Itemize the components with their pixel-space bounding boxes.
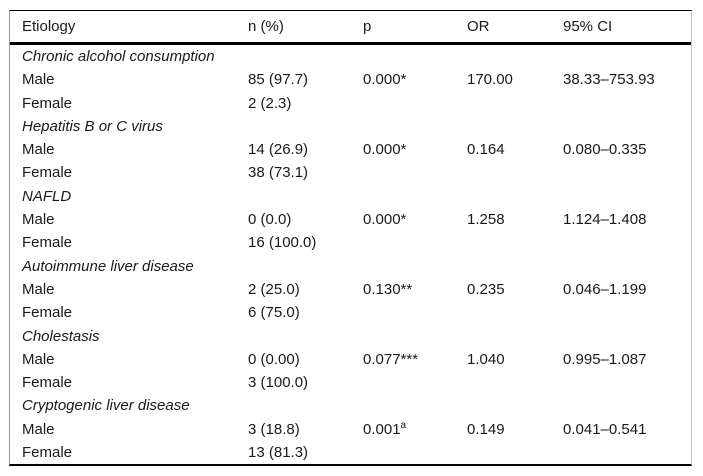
etiology-group-row: Cryptogenic liver disease <box>10 394 691 417</box>
n-percent-cell: 38 (73.1) <box>248 164 309 182</box>
sex-label-cell: Male <box>22 420 55 438</box>
n-percent-cell: 0 (0.0) <box>248 211 292 229</box>
sex-label-cell: Female <box>22 234 73 252</box>
header-row: Etiology n (%) p OR 95% CI <box>10 11 691 45</box>
n-percent-cell: 0 (0.00) <box>248 350 300 368</box>
etiology-group-row: Hepatitis B or C virus <box>10 115 691 138</box>
data-row: Female 16 (100.0) <box>10 231 691 254</box>
data-row: Female 2 (2.3) <box>10 92 691 115</box>
ci-cell <box>551 92 691 115</box>
data-row: Female 6 (75.0) <box>10 301 691 324</box>
n-percent-cell: 85 (97.7) <box>248 71 309 89</box>
etiology-group-label: Chronic alcohol consumption <box>22 48 215 65</box>
ci-cell: 0.041–0.541 <box>563 420 647 438</box>
etiology-group-label: NAFLD <box>22 187 72 205</box>
or-cell <box>455 441 551 464</box>
p-value-cell <box>351 161 455 184</box>
or-cell <box>455 161 551 184</box>
data-row: Male 3 (18.8) 0.001a 0.149 0.041–0.541 <box>10 418 691 441</box>
sex-label-cell: Male <box>22 280 55 298</box>
etiology-group-row: NAFLD <box>10 185 691 208</box>
p-value-cell: 0.000* <box>363 211 407 229</box>
p-value-cell: 0.000* <box>363 71 407 89</box>
n-percent-cell: 13 (81.3) <box>248 444 309 462</box>
ci-cell: 0.995–1.087 <box>563 350 647 368</box>
n-percent-cell: 3 (18.8) <box>248 420 300 438</box>
p-value-cell: 0.001a <box>363 419 407 438</box>
etiology-group-row: Cholestasis <box>10 325 691 348</box>
or-cell <box>455 371 551 394</box>
etiology-group-row: Autoimmune liver disease <box>10 255 691 278</box>
or-cell <box>455 92 551 115</box>
data-row: Male 85 (97.7) 0.000* 170.00 38.33–753.93 <box>10 68 691 91</box>
n-percent-cell: 6 (75.0) <box>248 304 300 322</box>
p-value-cell: 0.077*** <box>363 350 419 368</box>
sex-label-cell: Male <box>22 350 55 368</box>
or-cell: 0.235 <box>467 280 505 298</box>
ci-cell <box>551 371 691 394</box>
ci-cell <box>551 301 691 324</box>
sex-label-cell: Female <box>22 94 73 112</box>
data-row: Female 13 (81.3) <box>10 441 691 464</box>
col-header-or: OR <box>455 11 551 45</box>
ci-cell: 38.33–753.93 <box>563 71 655 89</box>
data-row: Female 3 (100.0) <box>10 371 691 394</box>
ci-cell <box>551 441 691 464</box>
data-row: Male 0 (0.0) 0.000* 1.258 1.124–1.408 <box>10 208 691 231</box>
sex-label-cell: Male <box>22 71 55 89</box>
col-header-n-percent: n (%) <box>236 11 351 45</box>
etiology-group-label: Cholestasis <box>22 327 100 345</box>
sex-label-cell: Female <box>22 444 73 462</box>
or-cell <box>455 231 551 254</box>
data-row: Male 2 (25.0) 0.130** 0.235 0.046–1.199 <box>10 278 691 301</box>
n-percent-cell: 2 (25.0) <box>248 280 300 298</box>
p-value-cell <box>351 441 455 464</box>
or-cell: 170.00 <box>467 71 513 89</box>
ci-cell: 1.124–1.408 <box>563 211 647 229</box>
or-cell: 0.164 <box>467 141 505 159</box>
ci-cell <box>551 161 691 184</box>
n-percent-cell: 14 (26.9) <box>248 141 309 159</box>
col-header-p: p <box>351 11 455 45</box>
ci-cell: 0.046–1.199 <box>563 280 647 298</box>
n-percent-cell: 3 (100.0) <box>248 374 309 392</box>
p-value-cell: 0.130** <box>363 280 413 298</box>
p-superscript: a <box>400 419 407 431</box>
etiology-group-label: Cryptogenic liver disease <box>22 397 190 415</box>
sex-label-cell: Female <box>22 304 73 322</box>
etiology-group-row: Chronic alcohol consumption <box>10 44 691 69</box>
ci-cell <box>551 231 691 254</box>
or-cell: 1.040 <box>467 350 505 368</box>
sex-label-cell: Male <box>22 141 55 159</box>
data-row: Male 14 (26.9) 0.000* 0.164 0.080–0.335 <box>10 138 691 161</box>
etiology-group-label: Autoimmune liver disease <box>22 257 194 275</box>
table-body: Chronic alcohol consumption Male 85 (97.7)… <box>10 44 691 465</box>
p-value-cell <box>351 371 455 394</box>
sex-label-cell: Female <box>22 164 73 182</box>
or-cell <box>455 301 551 324</box>
data-row: Female 38 (73.1) <box>10 161 691 184</box>
or-cell: 1.258 <box>467 211 505 229</box>
etiology-statistics-table: Etiology n (%) p OR 95% CI Chronic alcoh… <box>9 10 692 467</box>
sex-label-cell: Female <box>22 374 73 392</box>
p-value-cell <box>351 92 455 115</box>
p-value-cell <box>351 231 455 254</box>
or-cell: 0.149 <box>467 420 505 438</box>
n-percent-cell: 16 (100.0) <box>248 234 317 252</box>
n-percent-cell: 2 (2.3) <box>248 94 292 112</box>
sex-label-cell: Male <box>22 211 55 229</box>
ci-cell: 0.080–0.335 <box>563 141 647 159</box>
p-value-cell <box>351 301 455 324</box>
p-value-cell: 0.000* <box>363 141 407 159</box>
etiology-group-label: Hepatitis B or C virus <box>22 117 163 135</box>
data-row: Male 0 (0.00) 0.077*** 1.040 0.995–1.087 <box>10 348 691 371</box>
data-table: Etiology n (%) p OR 95% CI Chronic alcoh… <box>10 11 691 464</box>
col-header-etiology: Etiology <box>10 11 236 45</box>
col-header-ci: 95% CI <box>551 11 691 45</box>
